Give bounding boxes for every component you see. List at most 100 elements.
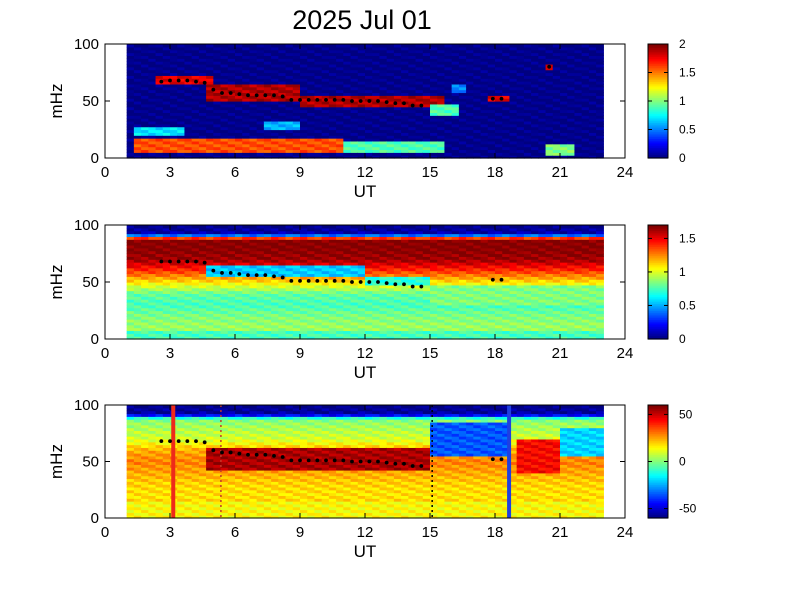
heatmap-cell bbox=[372, 287, 381, 292]
heatmap-cell bbox=[509, 233, 518, 237]
heatmap-cell bbox=[343, 61, 352, 65]
heatmap-cell bbox=[379, 98, 388, 102]
heatmap-cell bbox=[516, 78, 525, 82]
heatmap-cell bbox=[148, 46, 157, 51]
heatmap-cell bbox=[422, 89, 431, 94]
heatmap-cell bbox=[198, 313, 207, 317]
heatmap-cell bbox=[126, 236, 135, 240]
heatmap-cell bbox=[523, 112, 532, 116]
heatmap-cell bbox=[350, 126, 359, 131]
heatmap-cell bbox=[357, 72, 366, 76]
heatmap-cell bbox=[502, 135, 511, 139]
heatmap-cell bbox=[538, 112, 547, 116]
heatmap-cell bbox=[545, 115, 554, 119]
heatmap-cell bbox=[495, 296, 503, 300]
heatmap-cell bbox=[437, 138, 446, 142]
heatmap-cell bbox=[480, 324, 489, 329]
heatmap-cell bbox=[379, 301, 388, 306]
heatmap-cell bbox=[307, 244, 316, 249]
heatmap-cell bbox=[415, 49, 424, 54]
heatmap-cell bbox=[415, 239, 424, 243]
heatmap-cell bbox=[343, 103, 352, 108]
heatmap-cell bbox=[509, 55, 518, 59]
heatmap-cell bbox=[401, 253, 409, 257]
heatmap-cell bbox=[184, 138, 193, 142]
heatmap-cell bbox=[242, 63, 251, 68]
heatmap-cell bbox=[314, 78, 323, 82]
heatmap-cell bbox=[495, 324, 503, 329]
heatmap-cell bbox=[372, 293, 381, 297]
heatmap-cell bbox=[588, 44, 597, 48]
heatmap-cell bbox=[336, 330, 344, 334]
heatmap-cell bbox=[487, 120, 496, 125]
heatmap-cell bbox=[495, 95, 503, 99]
heatmap-cell bbox=[422, 92, 431, 96]
colorbar-swatch bbox=[648, 92, 668, 95]
heatmap-cell bbox=[560, 143, 568, 148]
heatmap-cell bbox=[300, 282, 308, 286]
heatmap-cell bbox=[567, 115, 576, 119]
heatmap-cell bbox=[408, 321, 417, 326]
heatmap-cell bbox=[502, 81, 511, 85]
heatmap-cell bbox=[581, 115, 590, 119]
heatmap-cell bbox=[328, 138, 337, 142]
heatmap-cell bbox=[307, 120, 316, 125]
heatmap-cell bbox=[141, 307, 149, 312]
heatmap-cell bbox=[292, 44, 301, 48]
heatmap-cell bbox=[372, 296, 381, 300]
heatmap-cell bbox=[191, 149, 200, 153]
heatmap-cell bbox=[487, 296, 496, 300]
heatmap-cell bbox=[350, 250, 359, 255]
heatmap-cell bbox=[314, 250, 323, 255]
heatmap-cell bbox=[170, 135, 178, 139]
heatmap-cell bbox=[495, 83, 503, 88]
heatmap-cell bbox=[336, 313, 344, 317]
heatmap-cell bbox=[487, 336, 496, 340]
heatmap-cell bbox=[509, 270, 518, 275]
heatmap-cell bbox=[509, 327, 518, 332]
heatmap-cell bbox=[581, 75, 590, 79]
heatmap-cell bbox=[242, 225, 251, 229]
heatmap-cell bbox=[206, 267, 214, 272]
heatmap-cell bbox=[451, 259, 460, 263]
heatmap-cell bbox=[292, 236, 301, 240]
heatmap-cell bbox=[227, 284, 236, 289]
heatmap-cell bbox=[220, 115, 229, 119]
heatmap-cell bbox=[126, 264, 135, 269]
heatmap-cell bbox=[213, 327, 222, 332]
heatmap-cell bbox=[422, 290, 431, 294]
heatmap-cell bbox=[343, 287, 352, 292]
heatmap-cell bbox=[523, 78, 532, 82]
heatmap-cell bbox=[430, 152, 438, 156]
heatmap-cell bbox=[307, 307, 316, 312]
heatmap-cell bbox=[133, 313, 142, 317]
heatmap-cell bbox=[285, 304, 294, 309]
heatmap-cell bbox=[213, 143, 222, 148]
heatmap-cell bbox=[523, 92, 532, 96]
colorbar-swatch bbox=[648, 136, 668, 140]
heatmap-cell bbox=[263, 267, 272, 272]
heatmap-cell bbox=[126, 86, 135, 91]
heatmap-cell bbox=[357, 313, 366, 317]
heatmap-cell bbox=[235, 52, 243, 56]
heatmap-cell bbox=[350, 319, 359, 323]
heatmap-cell bbox=[184, 120, 193, 125]
heatmap-cell bbox=[191, 296, 200, 300]
heatmap-cell bbox=[473, 330, 482, 334]
heatmap-cell bbox=[300, 307, 308, 312]
heatmap-cell bbox=[307, 267, 316, 272]
heatmap-cell bbox=[415, 236, 424, 240]
heatmap-cell bbox=[560, 72, 568, 76]
heatmap-cell bbox=[206, 227, 214, 232]
heatmap-cell bbox=[372, 98, 381, 102]
heatmap-cell bbox=[466, 146, 474, 151]
heatmap-cell bbox=[437, 49, 446, 54]
heatmap-cell bbox=[596, 155, 604, 159]
heatmap-cell bbox=[206, 290, 214, 294]
heatmap-cell bbox=[292, 276, 301, 280]
heatmap-cell bbox=[444, 319, 453, 323]
heatmap-cell bbox=[307, 233, 316, 237]
heatmap-cell bbox=[292, 49, 301, 54]
heatmap-cell bbox=[155, 69, 164, 74]
heatmap-cell bbox=[596, 49, 604, 54]
